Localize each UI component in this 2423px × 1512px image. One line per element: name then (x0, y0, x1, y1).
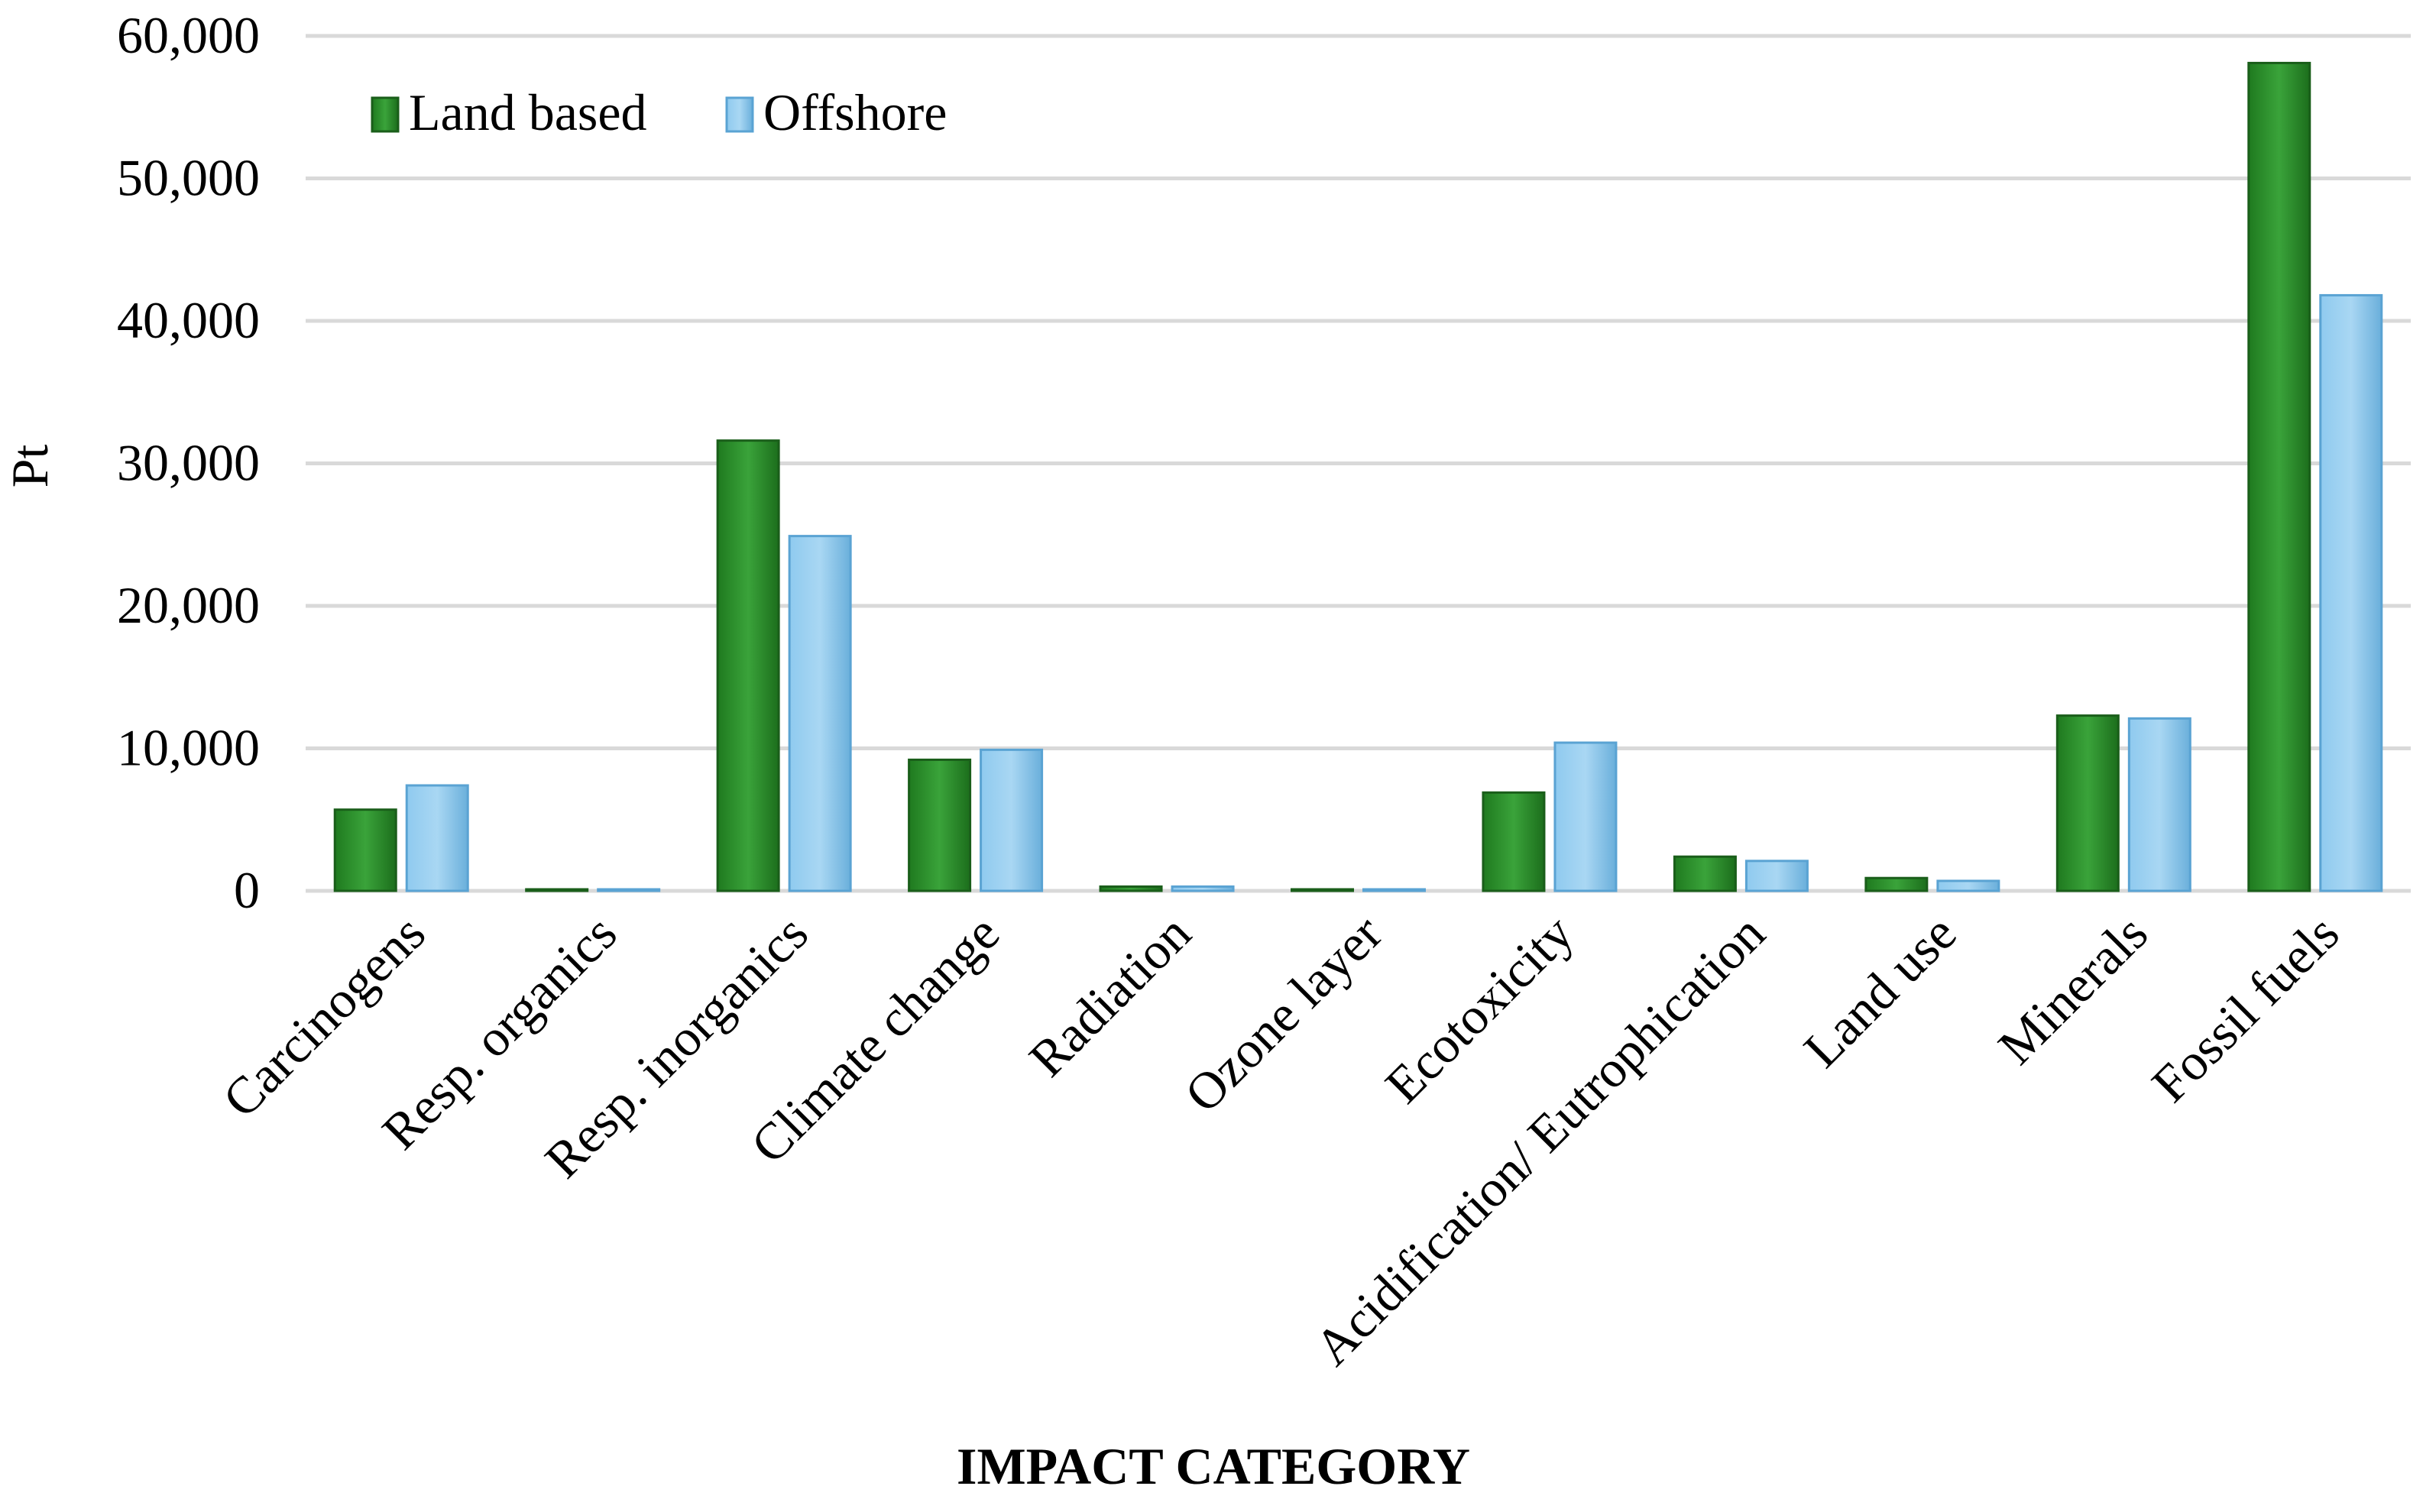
y-tick-label: 50,000 (117, 149, 260, 207)
legend-label-land-based: Land based (409, 83, 647, 141)
y-tick-label: 30,000 (117, 434, 260, 492)
bar-offshore-9 (2127, 717, 2191, 892)
bar-offshore-8 (1936, 879, 2000, 892)
legend-label-offshore: Offshore (763, 83, 947, 141)
bars (333, 61, 2383, 892)
bar-land-based-5 (1291, 888, 1354, 892)
y-tick-label: 10,000 (117, 719, 260, 777)
legend: Land based Offshore (371, 83, 947, 141)
bar-land-based-0 (333, 808, 397, 892)
x-category-label: Minerals (1987, 904, 2159, 1076)
bar-land-based-8 (1864, 876, 1929, 892)
x-category-label: Fossil fuels (2140, 904, 2350, 1113)
bar-land-based-3 (908, 758, 972, 892)
bar-offshore-7 (1744, 860, 1809, 892)
bar-offshore-6 (1553, 741, 1618, 892)
y-axis-ticks: 0 10,000 20,000 30,000 40,000 50,000 60,000 (117, 6, 260, 919)
bar-offshore-0 (405, 784, 469, 892)
y-axis-title: Pt (1, 445, 59, 488)
legend-swatch-land-based (371, 96, 400, 133)
y-tick-label: 20,000 (117, 576, 260, 634)
bar-offshore-3 (980, 748, 1044, 892)
bar-offshore-5 (1362, 888, 1426, 892)
bar-land-based-1 (525, 888, 589, 892)
x-category-label: Ozone layer (1174, 904, 1394, 1124)
y-tick-label: 0 (234, 861, 260, 919)
bar-offshore-2 (788, 535, 852, 892)
bar-land-based-10 (2247, 61, 2311, 892)
bar-land-based-6 (1482, 791, 1546, 892)
bar-offshore-4 (1171, 885, 1235, 892)
legend-swatch-offshore (725, 96, 754, 133)
x-category-label: Radiation (1018, 904, 1202, 1088)
bar-land-based-2 (716, 439, 780, 892)
bar-land-based-7 (1673, 855, 1737, 892)
gridlines (306, 34, 2411, 893)
bar-offshore-1 (597, 888, 661, 892)
y-tick-label: 40,000 (117, 291, 260, 349)
bar-offshore-10 (2319, 293, 2383, 892)
x-category-label: Land use (1793, 904, 1968, 1079)
bar-land-based-4 (1099, 885, 1163, 892)
bar-land-based-9 (2055, 714, 2120, 892)
y-tick-label: 60,000 (117, 6, 260, 64)
x-axis-title: IMPACT CATEGORY (957, 1437, 1470, 1495)
x-category-label: Ecotoxicity (1374, 904, 1584, 1114)
